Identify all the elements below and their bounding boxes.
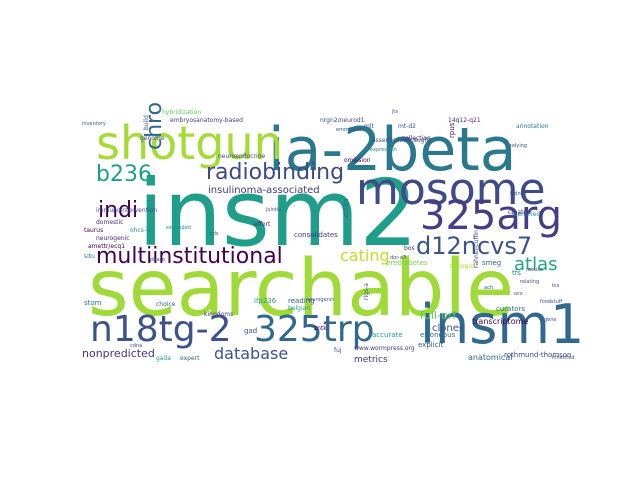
word-reading: reading bbox=[288, 297, 315, 305]
word-rothmund-thomson: rothmund-thomson bbox=[504, 351, 572, 359]
word-relating: relating bbox=[520, 279, 540, 285]
word-embryosanatomy-based: embryosanatomy-based bbox=[170, 117, 243, 124]
word-emmission: emmission bbox=[336, 127, 364, 133]
word-ohcs-ls: ohcs-ls bbox=[130, 227, 151, 234]
word-amettr-ecq1: amettr/ecq1 bbox=[88, 243, 126, 250]
word-build: build bbox=[143, 115, 150, 130]
word-atlas: atlas bbox=[514, 254, 558, 275]
word-shotgun: shotgun bbox=[96, 116, 283, 170]
word-full-orf: full-orf bbox=[420, 309, 457, 322]
word-tfs: tfs bbox=[512, 269, 521, 277]
word-nonpredicted: nonpredicted bbox=[82, 347, 155, 360]
word-assertioncellcaught: assertioncellcaught bbox=[372, 137, 431, 144]
word-collection: collection bbox=[402, 135, 431, 142]
word-neurogenic: neurogenic bbox=[96, 235, 130, 242]
word-rigs-a: rigs-a bbox=[363, 283, 370, 300]
word-choice: choice bbox=[156, 301, 176, 308]
word-effort: effort bbox=[254, 221, 271, 228]
word-n18tg-2: n18tg-2 bbox=[90, 309, 232, 350]
word-kingdoms: kingdoms bbox=[204, 311, 234, 318]
word-gada: gada bbox=[156, 355, 171, 362]
word-rahnel-cuffin: rahnel-cuffin bbox=[473, 230, 480, 268]
word-multiinstitutional: multiinstitutional bbox=[96, 244, 283, 269]
word-insulinoma-associated: insulinoma-associated bbox=[208, 185, 320, 196]
word-expert: expert bbox=[180, 355, 200, 362]
word-zmd: zmd bbox=[160, 321, 171, 327]
word-anatomical: anatomical bbox=[468, 353, 513, 362]
word-fuj: fuj bbox=[334, 347, 342, 354]
word-wormpress: www.wormpress.org bbox=[354, 345, 415, 352]
word-jointly: jointly bbox=[266, 207, 282, 213]
word-omission: omission bbox=[344, 157, 371, 164]
word-accurate: accurate bbox=[372, 331, 403, 339]
word-mosome: mosome bbox=[356, 164, 546, 215]
word-nrgn2-neurod1: nrgn2/neurod1 bbox=[320, 117, 365, 124]
word-gene: gene bbox=[544, 317, 557, 323]
word-stom: stom bbox=[84, 299, 102, 307]
word-erroneous: erroneous bbox=[420, 331, 456, 339]
word-ifp236: ifp236 bbox=[254, 297, 277, 305]
word-smeg: smeg bbox=[482, 259, 502, 267]
word-phase: phase bbox=[150, 257, 166, 263]
word-insm1: insm1 bbox=[420, 293, 585, 356]
word-cdna: cdna bbox=[130, 343, 143, 349]
word-foodstuff: foodstuff bbox=[540, 299, 563, 305]
word-transcriptome: transcriptome bbox=[472, 317, 529, 326]
word-cating: cating bbox=[340, 246, 390, 265]
word-metrics: metrics bbox=[354, 355, 388, 365]
word-biologist: biologist bbox=[450, 263, 476, 270]
word-mt-d2: mt-d2 bbox=[398, 123, 416, 130]
word-clones: clones bbox=[432, 323, 465, 334]
word-d12ncvs7: d12ncvs7 bbox=[416, 232, 533, 260]
word-325trp: 325trp bbox=[254, 309, 375, 350]
word-taurus: taurus bbox=[84, 227, 104, 234]
word-expression: expression bbox=[370, 147, 397, 153]
word-radiobinding: radiobinding bbox=[206, 160, 345, 185]
word-jts: jts bbox=[392, 109, 398, 115]
word-kidney: kidney bbox=[510, 191, 527, 197]
word-gad: gad bbox=[244, 327, 258, 335]
word-znt8a: znt8a bbox=[342, 198, 350, 218]
word-prediabetes: prediabetes bbox=[386, 259, 428, 267]
word-genome: genome bbox=[140, 135, 165, 142]
word-mlt: mlt bbox=[364, 123, 374, 130]
word-14q12-q21: 14q12-q21 bbox=[448, 117, 481, 124]
word-b236: b236 bbox=[96, 162, 152, 187]
word-created: created bbox=[508, 209, 531, 216]
word-explicit: explicit bbox=[418, 341, 444, 349]
word-ia-2beta: ia-2beta bbox=[268, 115, 517, 185]
word-indi: indi bbox=[98, 198, 139, 223]
word-neurogenin: neurogenin bbox=[306, 297, 335, 303]
word-relying: relying bbox=[510, 143, 528, 149]
word-situ: situ bbox=[84, 253, 95, 260]
word-curators: curators bbox=[496, 305, 526, 313]
word-inherited: inherited bbox=[552, 355, 575, 361]
word-325arg: 325arg bbox=[420, 193, 562, 239]
word-zntk: zntk bbox=[314, 325, 327, 332]
word-annotation: annotation bbox=[516, 123, 549, 130]
word-immunointervention: immunointervention bbox=[96, 207, 158, 214]
word-database: database bbox=[214, 344, 289, 363]
word-identified: identified bbox=[512, 211, 541, 218]
word-mouse: mouse bbox=[526, 267, 543, 273]
word-neuroendocrine: neuroendocrine bbox=[218, 153, 266, 160]
word-consolidates: consolidates bbox=[294, 231, 338, 239]
word-belgian: belgian bbox=[288, 305, 311, 312]
word-bos: bos bbox=[404, 245, 415, 252]
word-cds: cds bbox=[210, 231, 219, 237]
word-hybridization: hybridization bbox=[162, 109, 202, 116]
word-rpus: rpus bbox=[448, 122, 456, 138]
word-dor-a3: dor-a3 bbox=[390, 255, 407, 261]
word-insm2: insm2 bbox=[138, 160, 418, 267]
word-expanded: expanded bbox=[166, 225, 191, 231]
word-tcs: tcs bbox=[552, 283, 560, 289]
word-inventory: inventory bbox=[82, 121, 106, 127]
word-searchable: searchable bbox=[88, 244, 515, 334]
word-ocx: ocx bbox=[514, 291, 523, 297]
word-ach: ach bbox=[484, 285, 493, 291]
word-domestic: domestic bbox=[96, 219, 124, 226]
